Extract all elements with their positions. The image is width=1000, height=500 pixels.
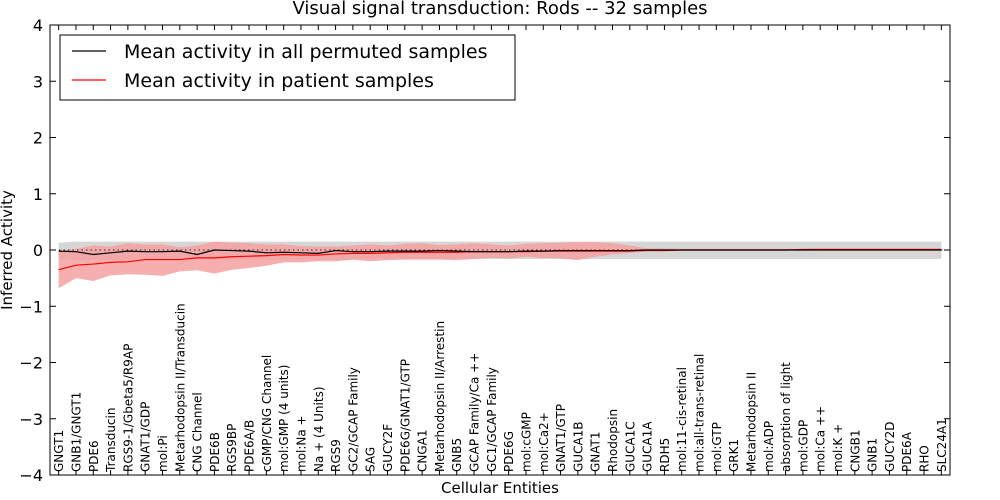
x-tick-label: PDE6A [900, 431, 914, 472]
y-tick-label: −2 [19, 354, 43, 373]
x-tick-label: Transducin [104, 408, 118, 473]
series-line-permuted [58, 249, 942, 256]
chart-title: Visual signal transduction: Rods -- 32 s… [292, 0, 707, 19]
x-tick-label: CNGB1 [848, 429, 862, 472]
x-tick-label: GCAP Family/Ca ++ [468, 353, 482, 472]
x-tick-label: mol:GMP (4 units) [277, 365, 291, 472]
y-tick-label: 4 [33, 16, 43, 35]
x-tick-label: mol:11-cis-retinal [675, 367, 689, 472]
x-tick-label: GUCA1A [641, 421, 655, 472]
x-tick-label: PDE6 [87, 440, 101, 472]
x-tick-label: Metarhodopsin II/Arrestin [433, 321, 447, 472]
legend-label-patient: Mean activity in patient samples [124, 70, 434, 92]
x-tick-label: PDE6G/GNAT1/GTP [398, 359, 412, 472]
x-tick-label: cGMP/CNG Channel [260, 355, 274, 472]
legend: Mean activity in all permuted samples Me… [59, 34, 516, 101]
x-tick-label: mol:Ca ++ [814, 406, 828, 472]
x-tick-label: absorption of light [779, 362, 793, 472]
x-tick-label: mol:all-trans-retinal [693, 354, 707, 472]
x-tick-label: RDH5 [658, 438, 672, 472]
x-tick-label: SAG [364, 447, 378, 472]
x-tick-label: CNGA1 [416, 430, 430, 473]
x-tick-label: PDE6G [502, 431, 516, 472]
x-tick-label: GUCY2D [883, 422, 897, 472]
x-axis: GNGT1 GNB1/GNGT1 PDE6 Transducin RGS9-1/Gbet… [52, 25, 949, 475]
legend-box [59, 34, 516, 101]
y-axis: 4 3 2 1 0 −1 −2 −3 −4 [19, 16, 950, 485]
x-tick-label: GNAT1/GDP [139, 402, 153, 472]
x-tick-label: GNB1/GNGT1 [69, 392, 83, 472]
x-tick-label: RGS9BP [225, 424, 239, 472]
y-tick-label: −3 [19, 410, 43, 429]
x-axis-label: Cellular Entities [441, 479, 559, 497]
x-tick-label: Metarhodopsin II [744, 372, 758, 472]
x-tick-label: GUCY2F [381, 424, 395, 472]
x-tick-label: GNB1 [866, 438, 880, 472]
y-tick-label: 2 [33, 129, 43, 148]
x-tick-label: mol:Na + [294, 415, 308, 472]
x-tick-label: Rhodopsin [606, 409, 620, 472]
y-axis-label: Inferred Activity [0, 190, 16, 310]
x-tick-label: GNAT1/GTP [554, 404, 568, 472]
x-tick-label: mol:Pi [156, 435, 170, 472]
legend-label-permuted: Mean activity in all permuted samples [124, 41, 487, 63]
x-tick-label: mol:GTP [710, 422, 724, 472]
x-tick-label: PDE6A/B [243, 420, 257, 472]
x-tick-label: SLC24A1 [935, 418, 949, 472]
y-tick-label: −4 [19, 466, 43, 485]
y-tick-label: 3 [33, 72, 43, 91]
x-tick-label: GNAT1 [589, 431, 603, 472]
x-tick-label: mol:ADP [762, 421, 776, 472]
x-tick-label: GUCA1B [571, 421, 585, 472]
x-tick-label: Metarhodopsin II/Transducin [173, 303, 187, 472]
confidence-bands [58, 241, 942, 289]
x-tick-label: PDE6B [208, 432, 222, 472]
band-patient [58, 241, 942, 289]
x-tick-label: mol:Ca2+ [537, 412, 551, 472]
x-tick-label: mol:GDP [796, 420, 810, 472]
series-lines [58, 248, 942, 271]
x-tick-label: CNG Channel [191, 392, 205, 472]
x-tick-label: GNB5 [450, 438, 464, 472]
x-tick-label: mol:K + [831, 424, 845, 472]
x-tick-label: GNGT1 [52, 430, 66, 472]
y-tick-label: 1 [33, 185, 43, 204]
x-tick-label: GC2/GCAP Family [346, 367, 360, 472]
x-tick-label: RHO [918, 445, 932, 472]
x-tick-label: GRK1 [727, 439, 741, 472]
x-tick-label: RGS9 [329, 439, 343, 472]
x-tick-label: Na + (4 Units) [312, 386, 326, 472]
y-tick-label: 0 [33, 241, 43, 260]
x-tick-label: mol:cGMP [519, 412, 533, 472]
x-tick-label: GC1/GCAP Family [485, 367, 499, 472]
y-tick-label: −1 [19, 297, 43, 316]
x-tick-label: GUCA1C [623, 421, 637, 472]
x-tick-label: RGS9-1/Gbeta5/R9AP [121, 344, 135, 472]
